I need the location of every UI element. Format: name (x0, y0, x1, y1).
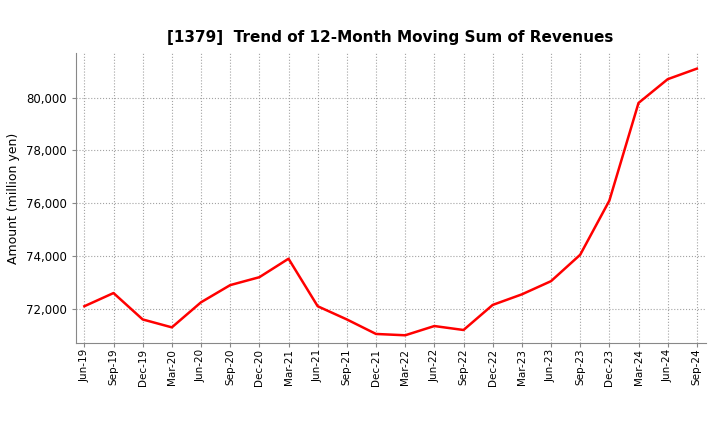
Y-axis label: Amount (million yen): Amount (million yen) (7, 132, 20, 264)
Title: [1379]  Trend of 12-Month Moving Sum of Revenues: [1379] Trend of 12-Month Moving Sum of R… (168, 29, 613, 45)
